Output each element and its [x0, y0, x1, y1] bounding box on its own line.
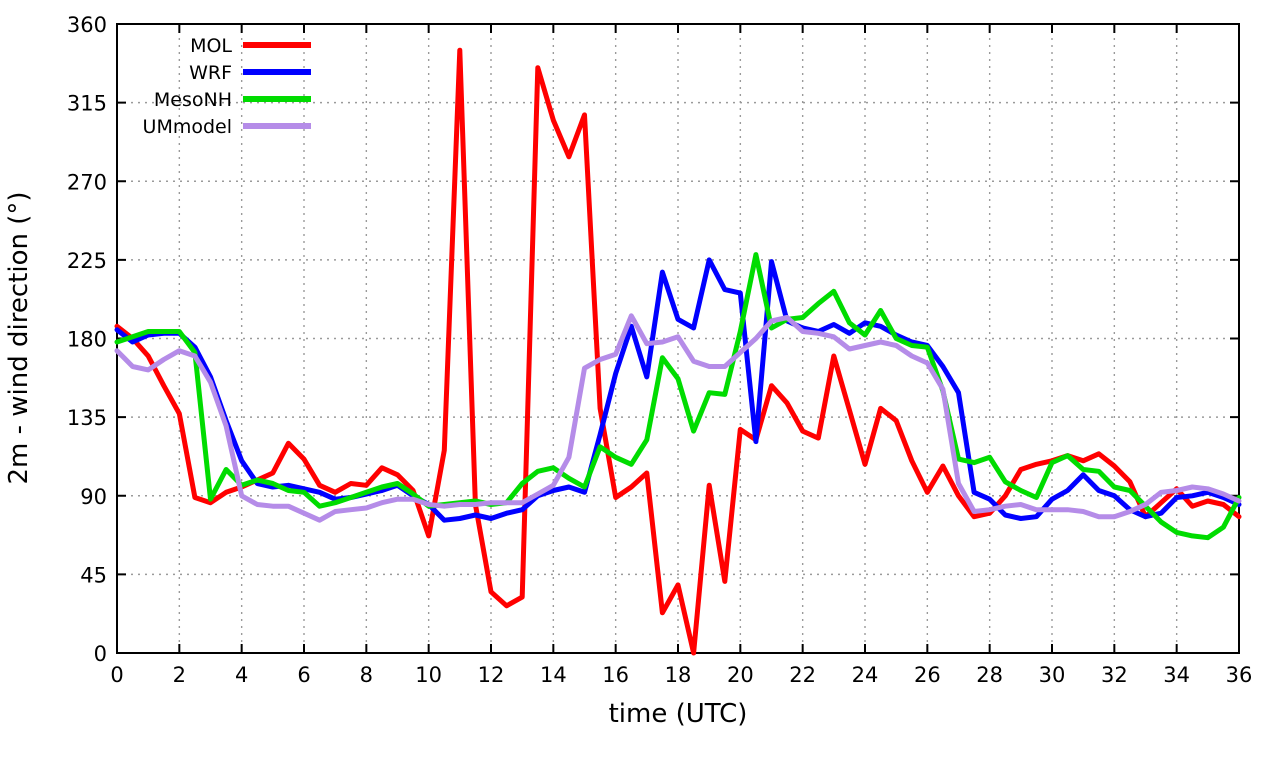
- x-tick-label: 24: [852, 663, 879, 687]
- x-tick-label: 20: [727, 663, 754, 687]
- y-tick-label: 270: [67, 170, 107, 194]
- x-tick-label: 32: [1101, 663, 1128, 687]
- x-tick-label: 12: [478, 663, 505, 687]
- y-tick-label: 90: [80, 485, 107, 509]
- y-tick-label: 225: [67, 249, 107, 273]
- x-tick-label: 36: [1226, 663, 1253, 687]
- x-tick-label: 14: [540, 663, 567, 687]
- x-axis-title: time (UTC): [609, 699, 748, 729]
- series-line-MesoNH: [114, 252, 1242, 541]
- legend-label-WRF: WRF: [189, 62, 232, 84]
- series-line-UMmodel: [114, 313, 1242, 523]
- y-tick-label: 0: [94, 642, 107, 666]
- series-line-MOL: [114, 47, 1242, 656]
- x-tick-label: 6: [297, 663, 310, 687]
- legend-label-MOL: MOL: [190, 35, 232, 57]
- y-tick-label: 180: [67, 328, 107, 352]
- x-tick-label: 10: [415, 663, 442, 687]
- legend-label-UMmodel: UMmodel: [143, 116, 232, 138]
- x-tick-label: 8: [360, 663, 373, 687]
- legend-label-MesoNH: MesoNH: [154, 89, 232, 111]
- x-tick-label: 4: [235, 663, 248, 687]
- series-line-WRF: [114, 257, 1242, 523]
- x-tick-label: 28: [976, 663, 1003, 687]
- x-tick-label: 18: [665, 663, 692, 687]
- x-tick-label: 22: [789, 663, 816, 687]
- x-tick-label: 2: [173, 663, 186, 687]
- x-tick-label: 34: [1163, 663, 1190, 687]
- y-tick-label: 315: [67, 92, 107, 116]
- x-tick-label: 26: [914, 663, 941, 687]
- x-tick-label: 0: [110, 663, 123, 687]
- y-tick-label: 135: [67, 406, 107, 430]
- x-tick-label: 30: [1039, 663, 1066, 687]
- y-tick-label: 45: [80, 563, 107, 587]
- y-axis-title: 2m - wind direction (°): [4, 191, 34, 484]
- y-tick-label: 360: [67, 13, 107, 37]
- x-tick-label: 16: [602, 663, 629, 687]
